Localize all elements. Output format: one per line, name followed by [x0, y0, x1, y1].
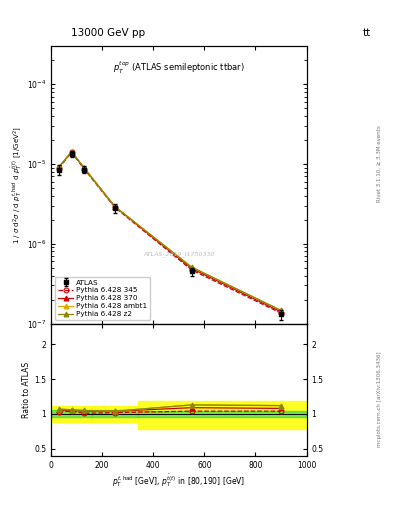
Text: ATLAS_2019_I1750330: ATLAS_2019_I1750330 [143, 251, 215, 257]
Pythia 6.428 370 [69, 148, 74, 155]
Pythia 6.428 z2 [113, 204, 118, 210]
Text: $p_T^{top}$ (ATLAS semileptonic ttbar): $p_T^{top}$ (ATLAS semileptonic ttbar) [113, 60, 245, 76]
Y-axis label: 1 / $\sigma$ d$^2\sigma$ / d $p_T^{t,\mathrm{had}}$ d $p_T^{\bar{t}(t)}$ [1/GeV$: 1 / $\sigma$ d$^2\sigma$ / d $p_T^{t,\ma… [9, 126, 24, 244]
Pythia 6.428 ambt1 [279, 307, 283, 313]
Pythia 6.428 z2 [57, 164, 61, 170]
Text: tt: tt [363, 28, 371, 38]
Pythia 6.428 z2 [69, 148, 74, 155]
Text: 13000 GeV pp: 13000 GeV pp [71, 28, 145, 38]
Pythia 6.428 370 [113, 204, 118, 210]
Pythia 6.428 ambt1 [69, 148, 74, 155]
Text: Rivet 3.1.10, ≥ 3.3M events: Rivet 3.1.10, ≥ 3.3M events [377, 125, 382, 202]
Line: Pythia 6.428 370: Pythia 6.428 370 [56, 150, 283, 314]
Pythia 6.428 ambt1 [189, 264, 194, 270]
Pythia 6.428 345 [113, 204, 118, 210]
Line: Pythia 6.428 ambt1: Pythia 6.428 ambt1 [56, 149, 283, 313]
Pythia 6.428 ambt1 [82, 165, 87, 171]
Pythia 6.428 345 [279, 310, 283, 316]
Pythia 6.428 ambt1 [113, 204, 118, 210]
Pythia 6.428 345 [82, 166, 87, 172]
Legend: ATLAS, Pythia 6.428 345, Pythia 6.428 370, Pythia 6.428 ambt1, Pythia 6.428 z2: ATLAS, Pythia 6.428 345, Pythia 6.428 37… [55, 276, 151, 320]
Pythia 6.428 z2 [82, 165, 87, 171]
Line: Pythia 6.428 345: Pythia 6.428 345 [56, 150, 283, 315]
Pythia 6.428 370 [279, 309, 283, 315]
Pythia 6.428 345 [57, 165, 61, 172]
X-axis label: $p_T^{t,\mathrm{had}}$ [GeV], $p_T^{\bar{t}(t)}$ in [80,190] [GeV]: $p_T^{t,\mathrm{had}}$ [GeV], $p_T^{\bar… [112, 472, 246, 489]
Text: mcplots.cern.ch [arXiv:1306.3436]: mcplots.cern.ch [arXiv:1306.3436] [377, 352, 382, 447]
Pythia 6.428 z2 [279, 307, 283, 313]
Y-axis label: Ratio to ATLAS: Ratio to ATLAS [22, 361, 31, 418]
Pythia 6.428 ambt1 [57, 164, 61, 170]
Line: Pythia 6.428 z2: Pythia 6.428 z2 [56, 149, 283, 313]
Pythia 6.428 370 [189, 265, 194, 271]
Pythia 6.428 345 [189, 267, 194, 273]
Pythia 6.428 370 [57, 164, 61, 170]
Pythia 6.428 z2 [189, 264, 194, 270]
Pythia 6.428 370 [82, 165, 87, 172]
Pythia 6.428 345 [69, 149, 74, 155]
